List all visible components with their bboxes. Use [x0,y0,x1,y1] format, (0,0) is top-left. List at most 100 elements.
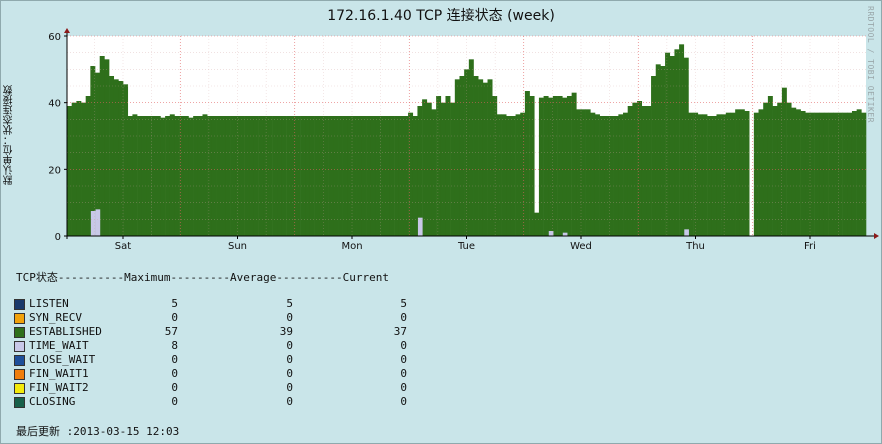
legend-name: CLOSING [29,395,76,408]
bar-established [207,116,213,236]
bar-established [725,112,731,236]
bar-established [557,96,563,236]
legend-max: 0 [171,311,178,324]
bar-established [609,116,614,236]
legend-avg: 0 [286,395,293,408]
bar-established [856,109,862,236]
bar-established [384,116,390,236]
bar-established [721,114,727,236]
legend-cur: 37 [393,325,407,338]
x-tick-label: Sat [115,241,131,252]
bar-established [193,116,199,236]
bar-established [202,114,208,236]
bar-established [258,116,264,236]
bar-established [426,102,432,236]
bar-established [707,116,713,236]
bar-established [679,44,685,236]
bar-established [239,116,245,236]
bar-established [716,114,722,236]
legend-cur: 0 [400,339,407,352]
bar-established [791,107,797,236]
legend-swatch [14,397,25,408]
bar-established [795,109,801,236]
bar-established [230,116,236,236]
y-axis-arrow [64,28,70,33]
legend-avg: 0 [286,339,293,352]
legend-name: CLOSE_WAIT [29,353,96,366]
bar-established [221,116,227,236]
legend-cur: 0 [400,367,407,380]
bar-established [851,111,857,236]
legend-avg: 0 [286,367,293,380]
legend-avg: 39 [279,325,293,338]
bar-established [478,79,484,236]
x-tick-label: Thu [685,241,705,252]
bar-established [637,101,643,236]
bar-established [576,109,582,236]
bar-established [333,116,339,236]
bar-time-wait [417,217,423,236]
bar-established [422,99,428,236]
bar-established [800,111,806,236]
bar-established [440,102,446,236]
bar-time-wait [548,231,554,236]
bar-established [300,116,306,236]
legend-cur: 5 [400,297,407,310]
legend-cur: 0 [400,395,407,408]
bar-established [711,116,717,236]
bar-established [90,66,96,236]
bar-established [408,112,414,236]
bar-established [146,116,152,236]
bar-established [604,116,610,236]
y-tick-label: 0 [55,232,61,243]
bar-established [104,59,110,236]
bar-established [613,116,619,236]
legend-avg: 0 [286,353,293,366]
bar-established [169,114,175,236]
bar-established [253,116,259,236]
legend-max: 0 [171,353,178,366]
bar-established [548,97,554,236]
bar-established [160,117,166,236]
bar-established [566,96,572,236]
bar-established [543,96,549,236]
bar-established [118,81,124,236]
bar-established [412,116,418,236]
bar-established [183,116,189,236]
legend-name: LISTEN [29,297,69,310]
bar-established [660,66,666,236]
bar-established [436,96,442,236]
legend-swatch [14,299,25,310]
bar-established [352,116,357,236]
bar-established [833,112,839,236]
legend-cur: 0 [400,381,407,394]
bar-established [842,112,848,236]
bar-established [739,109,745,236]
bar-established [123,84,129,236]
bar-established [417,106,423,236]
bar-established [758,109,764,236]
bar-established [277,116,283,236]
bar-established [454,79,460,236]
bar-established [777,102,783,236]
bar-established [216,116,222,236]
legend-avg: 5 [286,297,293,310]
bar-established [323,116,329,236]
bar-established [571,92,577,236]
bar-established [295,116,301,236]
rrdtool-watermark: RRDTOOL / TOBI OETIKER [866,6,875,123]
bar-established [314,116,320,236]
bar-time-wait [90,211,96,236]
bar-established [328,116,334,236]
bar-established [669,56,675,236]
bar-established [534,212,540,236]
bar-established [347,116,353,236]
bar-established [618,114,624,236]
bar-established [113,79,119,236]
bar-established [338,116,343,236]
bar-established [828,112,834,236]
bar-established [805,112,811,236]
legend-swatch [14,383,25,394]
bar-established [641,106,647,236]
bar-established [697,114,703,236]
